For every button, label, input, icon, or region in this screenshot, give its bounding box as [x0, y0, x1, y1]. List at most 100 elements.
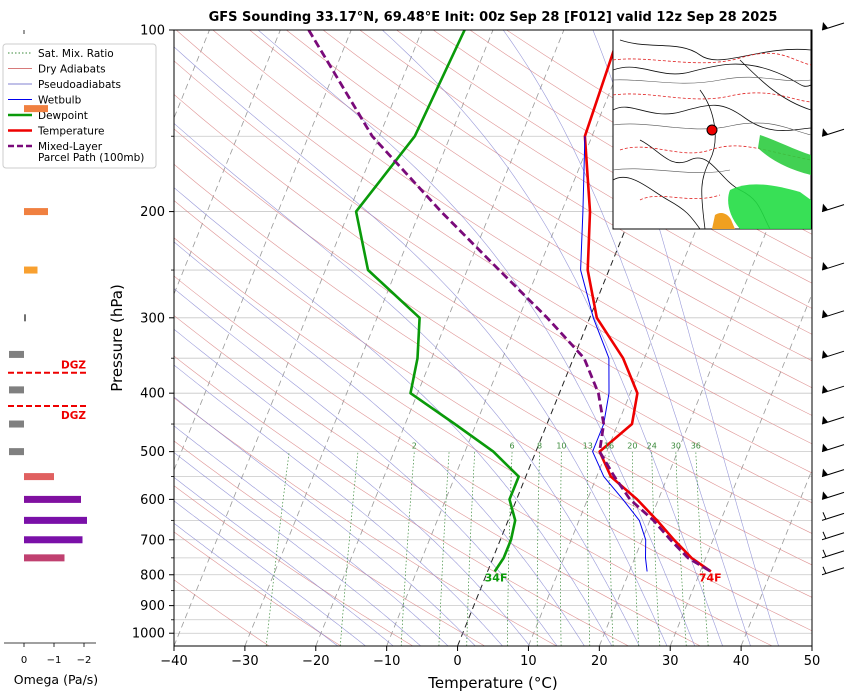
- legend-label: Parcel Path (100mb): [38, 152, 144, 164]
- pseudoadiabat: [174, 364, 503, 646]
- series-dewpoint: [354, 30, 521, 573]
- wind-barb: [821, 443, 845, 453]
- legend-label: Mixed-Layer: [38, 141, 103, 153]
- omega-bar: [9, 386, 24, 394]
- mixing-ratio-line: [438, 451, 450, 646]
- series-wetbulb: [580, 136, 648, 572]
- mixing-ratio-label: 13: [583, 442, 593, 451]
- y-tick-label: 500: [140, 445, 165, 460]
- mixing-ratio-label: 6: [510, 442, 515, 451]
- dry-adiabat: [212, 30, 812, 416]
- x-tick-label: 20: [591, 654, 608, 669]
- map-contour-gray: [613, 168, 731, 173]
- mixing-ratio-label: 8: [537, 442, 542, 451]
- mixing-ratio-label: 2: [412, 442, 417, 451]
- wind-barb: [821, 491, 845, 500]
- dry-adiabat: [174, 128, 812, 534]
- y-tick-label: 300: [140, 311, 165, 326]
- pseudoadiabat: [174, 122, 640, 646]
- barb-feather: [822, 566, 827, 574]
- barb-staff: [821, 416, 845, 425]
- map-coastline: [699, 89, 716, 229]
- wind-barb: [821, 385, 845, 394]
- mixing-ratio-line: [631, 451, 639, 646]
- omega-bar: [24, 314, 26, 322]
- y-tick-label: 400: [140, 387, 165, 402]
- y-tick-label: 200: [140, 205, 165, 220]
- pseudoadiabat: [174, 46, 668, 646]
- map-contour-gray: [613, 122, 811, 136]
- omega-bar: [24, 266, 38, 274]
- barb-flag: [822, 416, 828, 425]
- pseudoadiabat: [174, 187, 613, 646]
- mixing-ratio-label: 16: [604, 442, 614, 451]
- map-contour-gray: [613, 76, 811, 84]
- x-axis-label: Temperature (°C): [427, 674, 557, 691]
- series-temperature: [583, 30, 712, 573]
- map-contour-red: [613, 92, 811, 103]
- mixing-ratio-line: [536, 451, 540, 646]
- dry-adiabat: [322, 30, 812, 335]
- omega-axis-label: Omega (Pa/s): [14, 672, 98, 687]
- barb-flag: [822, 203, 828, 212]
- mixing-ratio-line: [339, 451, 359, 646]
- map-location-marker: [706, 124, 718, 136]
- pseudoadiabat: [502, 30, 751, 646]
- map-coastline: [619, 39, 811, 61]
- dry-adiabat: [174, 531, 342, 646]
- legend-label: Temperature: [37, 126, 105, 138]
- barb-staff: [821, 469, 845, 478]
- legend-label: Dewpoint: [38, 110, 88, 122]
- barb-staff: [821, 310, 845, 319]
- barb-staff: [821, 385, 845, 394]
- map-precip: [728, 184, 811, 229]
- dry-adiabat: [249, 30, 812, 389]
- wind-barb: [821, 128, 845, 137]
- x-tick-label: 0: [453, 654, 461, 669]
- isotherm: [740, 468, 812, 646]
- y-tick-label: 800: [140, 568, 165, 583]
- omega-tick-label: −2: [77, 655, 92, 666]
- barb-feather: [822, 549, 827, 558]
- omega-bar: [24, 105, 48, 113]
- mixing-ratio-label: 30: [671, 442, 681, 451]
- dry-adiabat: [174, 237, 812, 632]
- surface-dewpoint-label: 34F: [485, 571, 508, 584]
- y-tick-label: 700: [140, 533, 165, 548]
- chart-title: GFS Sounding 33.17°N, 69.48°E Init: 00z …: [209, 10, 778, 25]
- mixing-ratio-labels: 2 6 8 10 13 16 20 24 30 36: [412, 442, 701, 451]
- dgz-label: DGZ: [61, 360, 86, 372]
- y-axis-label: Pressure (hPa): [108, 284, 126, 392]
- omega-tick-label: −1: [47, 655, 62, 666]
- barb-flag: [822, 443, 828, 452]
- wind-barb: [821, 416, 845, 425]
- map-contour-red: [639, 194, 721, 201]
- mixing-ratio-line: [560, 451, 562, 646]
- y-tick-label: 100: [140, 24, 165, 39]
- pseudoadiabat: [382, 30, 723, 646]
- barb-flag: [822, 468, 828, 477]
- barb-staff: [821, 262, 845, 271]
- isotherm: [811, 644, 812, 646]
- dry-adiabat: [174, 200, 812, 598]
- omega-bar: [24, 208, 48, 216]
- wind-barb: [821, 350, 845, 359]
- pseudoadiabat: [592, 30, 779, 646]
- legend-label: Pseudoadiabats: [38, 79, 121, 91]
- barb-feather: [822, 512, 827, 520]
- dry-adiabat: [174, 579, 270, 646]
- x-tick-label: 50: [804, 654, 821, 669]
- x-tick-label: −30: [231, 654, 258, 669]
- y-tick-label: 1000: [132, 627, 165, 642]
- barb-flag: [822, 350, 828, 359]
- barb-feather: [822, 531, 827, 539]
- pseudoadiabat: [257, 30, 696, 646]
- wind-barb: [821, 468, 845, 478]
- pseudoadiabat: [174, 425, 449, 646]
- mixing-ratio-line: [651, 451, 661, 646]
- x-tick-label: −10: [373, 654, 400, 669]
- omega-bar: [9, 420, 24, 428]
- wind-barb: [821, 22, 845, 31]
- omega-bar: [9, 350, 24, 358]
- dry-adiabat: [174, 94, 812, 504]
